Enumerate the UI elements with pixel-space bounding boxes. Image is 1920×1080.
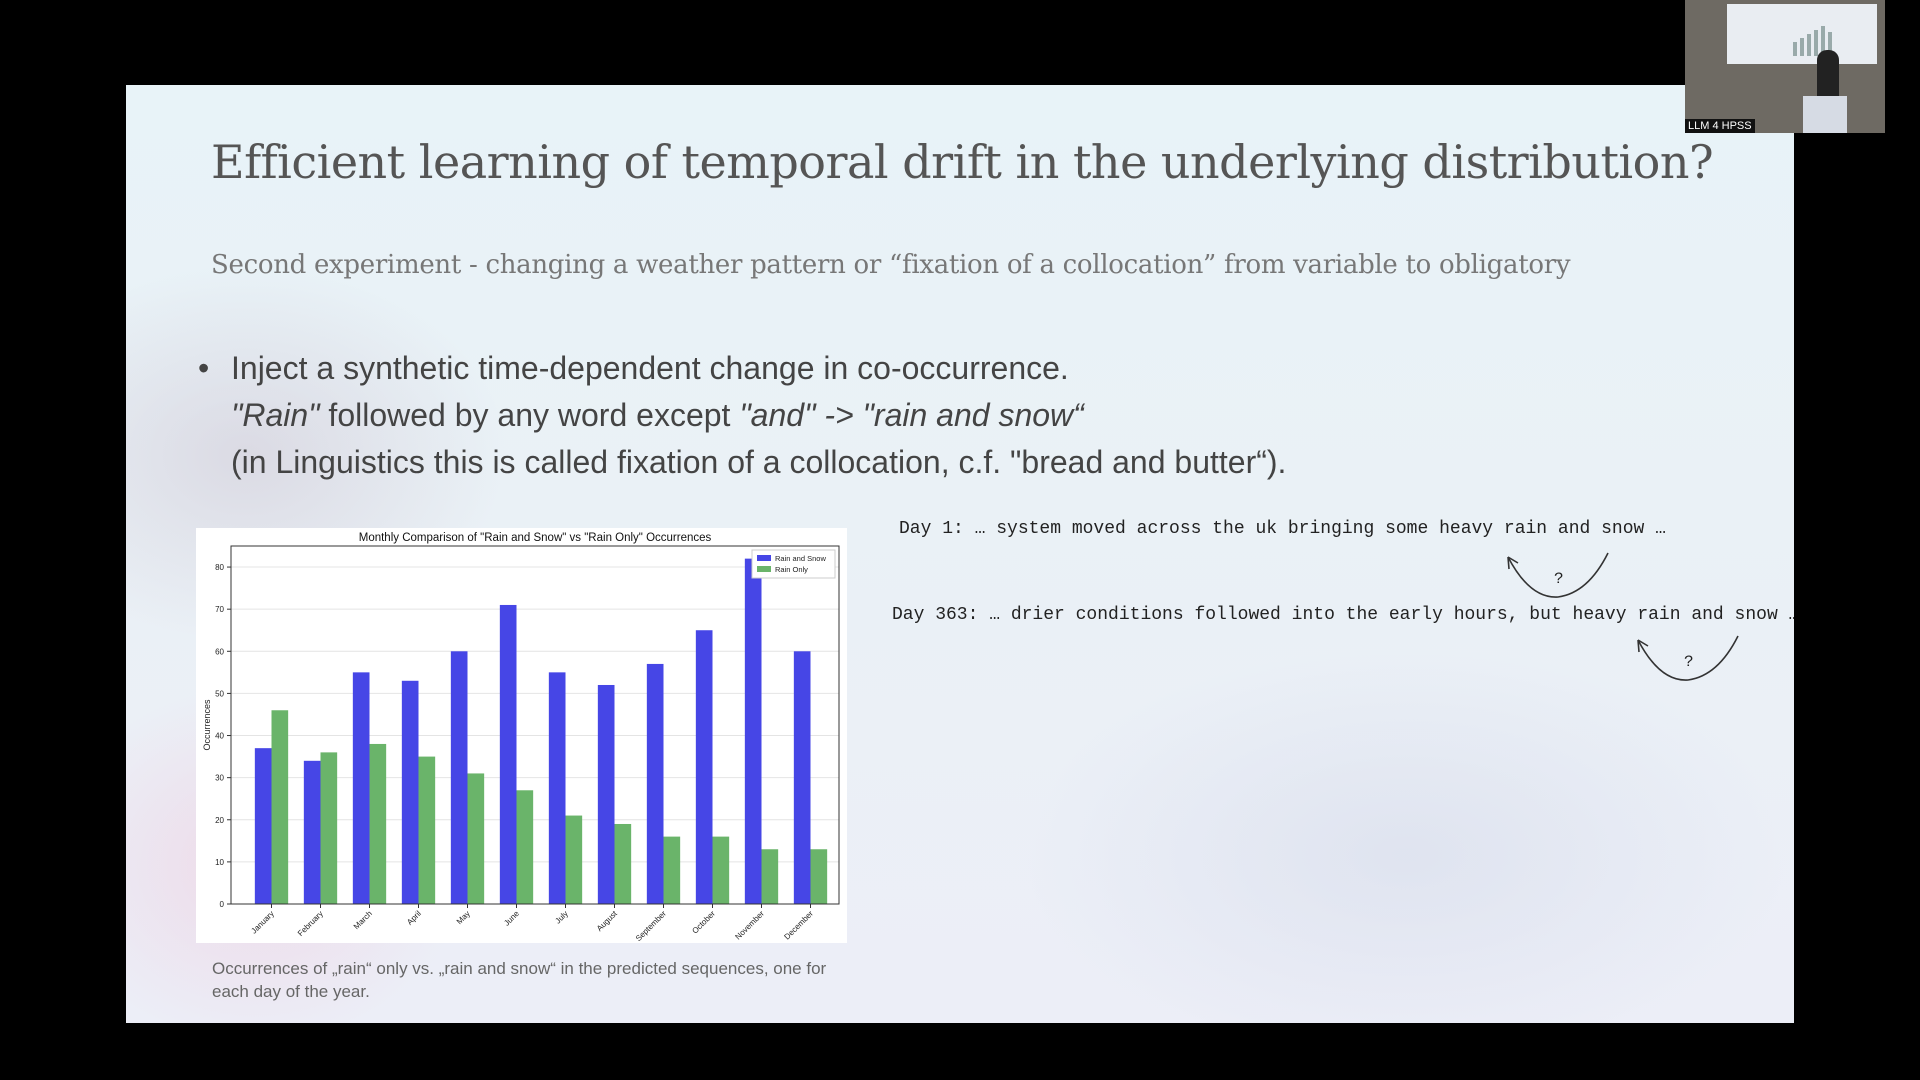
bar-rain-only [614,823,632,904]
bullet-line-2: "Rain" followed by any word except "and"… [231,392,1286,439]
x-tick-label: November [733,909,766,942]
bar-rain-only [467,773,485,904]
bar-rain-and-snow [597,684,615,904]
bullet-item: Inject a synthetic time-dependent change… [231,345,1286,486]
bullet-line-3: (in Linguistics this is called fixation … [231,444,1287,480]
y-tick-label: 80 [215,563,224,572]
legend-label: Rain Only [775,565,808,574]
y-tick-label: 60 [215,647,224,656]
y-axis-label: Occurrences [202,699,212,751]
x-tick-label: June [502,909,521,928]
bar-rain-and-snow [744,558,762,904]
y-tick-label: 30 [215,774,224,783]
bar-rain-only [663,836,681,904]
slide-title: Efficient learning of temporal drift in … [211,135,1714,189]
bar-rain-only [565,815,583,904]
bar-rain-and-snow [352,672,370,904]
day-363-sequence: Day 363: … drier conditions followed int… [892,605,1794,625]
bar-rain-only [516,790,534,904]
bar-rain-and-snow [303,760,321,904]
bar-rain-only [369,743,387,904]
bar-rain-and-snow [548,672,566,904]
x-tick-label: February [296,909,325,938]
x-tick-label: August [595,909,620,934]
bar-rain-and-snow [695,630,713,904]
curved-arrow-icon: ? [1637,635,1739,681]
bullet-rain-quote: "Rain" [231,397,320,433]
bar-rain-and-snow [401,680,419,904]
speaker-video-thumbnail[interactable]: LLM 4 HPSS [1685,0,1885,133]
video-label: LLM 4 HPSS [1685,119,1755,133]
chart-caption: Occurrences of „rain“ only vs. „rain and… [212,959,827,1001]
bar-chart-svg: Monthly Comparison of "Rain and Snow" vs… [202,532,840,943]
bar-rain-only [712,836,730,904]
bullet-line-2-text: followed by any word except [319,397,740,433]
bar-rain-and-snow [646,663,664,904]
bar-rain-and-snow [450,651,468,904]
legend-label: Rain and Snow [775,554,826,563]
slide-subtitle: Second experiment - changing a weather p… [211,250,1571,280]
y-tick-label: 20 [215,816,224,825]
y-tick-label: 10 [215,858,224,867]
legend-swatch [757,555,771,561]
bullet-dot-icon: • [198,350,210,386]
bar-rain-and-snow [499,604,517,904]
x-tick-label: March [352,909,374,931]
bar-rain-and-snow [254,748,272,904]
bar-chart: Monthly Comparison of "Rain and Snow" vs… [196,528,847,943]
projector-screen [1727,4,1877,64]
curved-arrow-icon: ? [1507,552,1609,598]
x-tick-label: May [455,909,472,926]
y-tick-label: 0 [220,900,225,909]
day-1-sequence: Day 1: … system moved across the uk brin… [899,519,1666,539]
bar-rain-only [761,849,779,904]
x-tick-label: October [690,909,717,936]
x-tick-label: December [782,909,815,942]
plot-frame [230,545,840,905]
legend-box [751,549,836,579]
presentation-slide: Efficient learning of temporal drift in … [126,85,1794,1023]
podium [1803,96,1847,133]
x-tick-label: July [553,909,569,925]
x-tick-label: April [405,909,423,927]
speaker-figure [1817,50,1839,98]
y-tick-label: 70 [215,605,224,614]
bar-rain-only [418,756,436,904]
x-tick-label: January [249,909,275,935]
bar-rain-and-snow [793,651,811,904]
bar-rain-only [271,710,289,904]
legend-swatch [757,566,771,572]
chart-title: Monthly Comparison of "Rain and Snow" vs… [359,532,712,544]
bullet-and-quote: "and" -> "rain and snow“ [739,397,1084,433]
x-tick-label: September [634,909,668,943]
projected-chart-icon [1793,26,1832,56]
y-tick-label: 40 [215,732,224,741]
question-mark: ? [1684,653,1694,671]
question-mark: ? [1554,570,1564,588]
bullet-line-1: Inject a synthetic time-dependent change… [231,350,1069,386]
bar-rain-only [810,849,828,904]
bar-rain-only [320,752,338,904]
y-tick-label: 50 [215,689,224,698]
background-wash [1026,645,1786,1023]
